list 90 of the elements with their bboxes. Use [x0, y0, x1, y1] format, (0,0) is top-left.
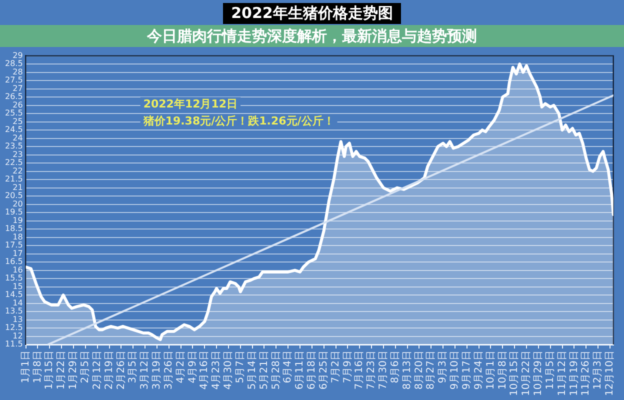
x-tick-label: 10月15日	[509, 350, 520, 396]
chart-subtitle: 今日腊肉行情走势深度解析，最新消息与趋势预测	[0, 25, 624, 47]
x-tick-label: 5月28日	[270, 350, 282, 390]
y-tick-label: 16	[12, 265, 23, 274]
y-tick-label: 18.5	[5, 224, 23, 234]
y-tick-label: 27	[12, 84, 23, 93]
y-tick-label: 17	[12, 248, 23, 258]
x-tick-label: 1月22日	[56, 350, 68, 390]
y-tick-label: 23.5	[5, 142, 23, 151]
x-tick-label: 11月12日	[556, 350, 568, 396]
x-tick-label: 3月19日	[152, 350, 163, 390]
x-tick-label: 5月7日	[234, 350, 246, 384]
x-tick-label: 2月5日	[80, 350, 92, 384]
x-tick-label: 8月6日	[390, 350, 401, 384]
x-tick-label: 11月26日	[580, 350, 592, 396]
y-tick-label: 23	[12, 150, 23, 159]
y-tick-label: 11.5	[5, 340, 23, 349]
y-tick-label: 24	[12, 133, 23, 142]
y-tick-label: 18	[12, 232, 23, 242]
y-tick-label: 21.5	[5, 174, 23, 184]
y-tick-label: 26	[12, 100, 23, 110]
x-tick-label: 6月4日	[282, 350, 294, 384]
x-tick-label: 6月25日	[318, 350, 330, 390]
x-tick-label: 1月8日	[32, 350, 44, 384]
y-tick-label: 20.5	[5, 191, 23, 200]
x-tick-label: 11月5日	[544, 350, 556, 390]
x-tick-label: 3月12日	[140, 350, 151, 390]
y-tick-label: 15.5	[5, 274, 23, 283]
y-tick-label: 14	[12, 298, 23, 308]
x-tick-label: 7月23日	[366, 350, 378, 390]
x-tick-label: 2月12日	[92, 350, 103, 390]
y-tick-label: 12.5	[5, 323, 23, 332]
x-tick-label: 4月23日	[211, 350, 222, 390]
x-tick-label: 9月24日	[473, 350, 484, 390]
x-tick-label: 4月16日	[199, 350, 210, 390]
x-tick-label: 6月11日	[294, 350, 306, 390]
y-tick-label: 13.5	[5, 306, 23, 316]
x-tick-label: 11月19日	[568, 350, 580, 396]
x-tick-label: 9月3日	[438, 350, 449, 384]
x-tick-label: 5月14日	[246, 350, 258, 390]
x-tick-label: 3月26日	[163, 350, 174, 390]
x-tick-label: 1月1日	[20, 350, 32, 384]
y-tick-label: 27.5	[5, 76, 23, 85]
x-tick-label: 7月30日	[378, 350, 390, 390]
x-tick-label: 1月15日	[44, 350, 56, 390]
x-tick-label: 2月26日	[116, 350, 127, 390]
x-tick-label: 4月30日	[223, 350, 234, 390]
x-tick-label: 4月9日	[187, 350, 198, 384]
y-tick-label: 24.5	[5, 125, 23, 134]
y-tick-label: 22	[12, 166, 23, 176]
x-tick-label: 3月5日	[128, 350, 139, 384]
x-tick-label: 10月22日	[521, 350, 532, 396]
annotation: 猪价19.38元/公斤！跌1.26元/公斤！	[142, 114, 334, 128]
y-tick-label: 28	[12, 67, 23, 76]
x-tick-label: 7月16日	[354, 350, 366, 390]
y-tick-label: 20	[12, 199, 23, 208]
y-tick-label: 17.5	[5, 240, 23, 250]
y-tick-label: 26.5	[5, 92, 23, 102]
x-tick-label: 9月17日	[461, 350, 472, 390]
y-tick-label: 21	[12, 182, 23, 192]
x-tick-label: 8月13日	[402, 350, 413, 390]
y-tick-label: 13	[12, 314, 23, 324]
y-tick-label: 14.5	[5, 290, 23, 300]
x-tick-label: 8月27日	[426, 350, 437, 390]
y-tick-label: 25	[12, 116, 23, 126]
annotation: 2022年12月12日	[143, 97, 238, 110]
x-tick-label: 10月29日	[533, 350, 544, 396]
y-tick-label: 12	[12, 331, 23, 340]
chart-title: 2022年生猪价格走势图	[223, 3, 401, 24]
x-tick-label: 9月10日	[450, 350, 461, 390]
y-tick-label: 19	[12, 216, 23, 225]
x-tick-label: 12月10日	[604, 350, 616, 396]
x-tick-label: 1月29日	[68, 350, 80, 390]
y-tick-label: 29	[12, 50, 23, 60]
y-tick-label: 25.5	[5, 108, 23, 118]
x-tick-label: 10月1日	[485, 350, 496, 390]
x-tick-label: 8月20日	[414, 350, 425, 390]
x-tick-label: 10月8日	[497, 350, 508, 390]
x-tick-label: 12月3日	[592, 350, 604, 390]
x-tick-label: 6月18日	[306, 350, 318, 390]
y-tick-label: 16.5	[5, 257, 23, 266]
y-tick-label: 15	[12, 282, 23, 291]
x-tick-label: 5月21日	[258, 350, 270, 390]
y-tick-label: 19.5	[5, 208, 23, 217]
y-tick-label: 22.5	[5, 158, 23, 168]
x-tick-label: 2月19日	[104, 350, 115, 390]
y-tick-label: 28.5	[5, 59, 23, 68]
x-tick-label: 4月2日	[175, 350, 186, 384]
x-tick-label: 7月9日	[342, 350, 354, 384]
x-tick-label: 7月2日	[330, 350, 342, 384]
